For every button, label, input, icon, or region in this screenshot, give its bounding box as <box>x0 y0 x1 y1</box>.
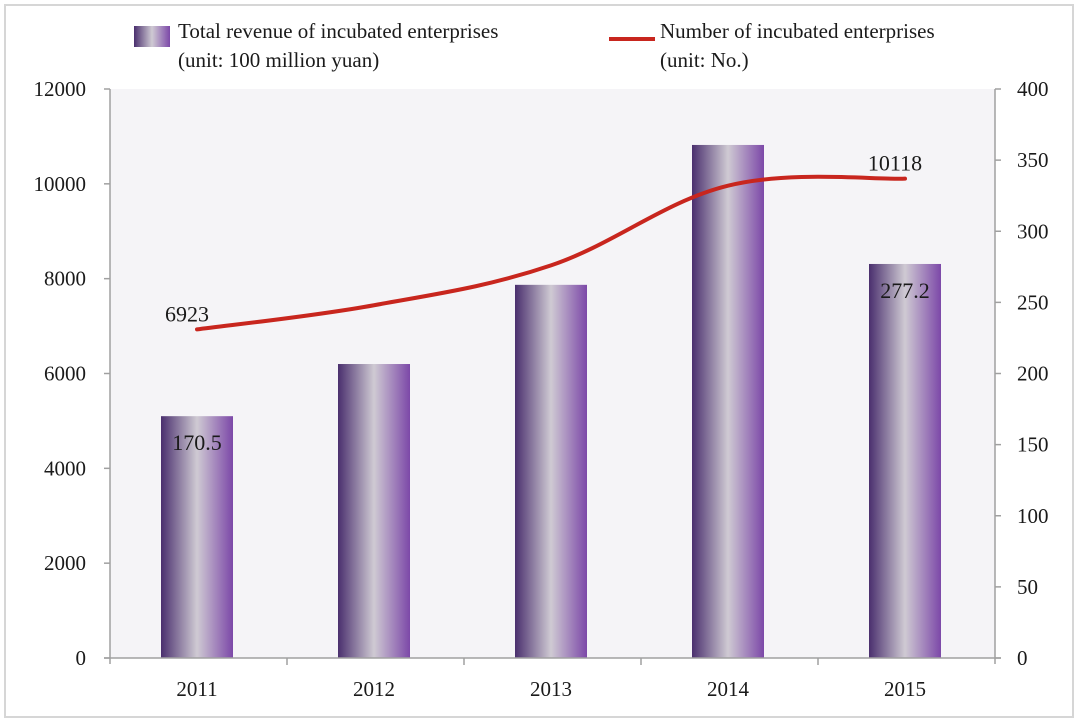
left-y-tick-label: 2000 <box>44 551 86 575</box>
legend-label-bar-line1: Total revenue of incubated enterprises <box>178 19 498 43</box>
right-y-tick-label: 200 <box>1017 362 1049 386</box>
legend-label-line-line1: Number of incubated enterprises <box>660 19 935 43</box>
left-y-tick-label: 6000 <box>44 362 86 386</box>
bar-data-label: 277.2 <box>880 278 930 303</box>
right-y-tick-label: 50 <box>1017 575 1038 599</box>
bar-data-label: 170.5 <box>172 430 222 455</box>
right-y-tick-label: 100 <box>1017 504 1049 528</box>
bar-2011 <box>161 416 233 658</box>
right-y-tick-label: 0 <box>1017 646 1028 670</box>
bar-2013 <box>515 284 587 658</box>
chart-frame: 0 2000 4000 6000 8000 10000 12000 0 50 100 150 200 2… <box>4 4 1074 718</box>
legend: Total revenue of incubated enterprises (… <box>134 19 935 72</box>
right-y-tick-label: 400 <box>1017 77 1049 101</box>
right-y-tick-label: 350 <box>1017 148 1049 172</box>
left-y-tick-label: 10000 <box>34 172 87 196</box>
x-tick-label: 2012 <box>353 677 395 701</box>
bar-2012 <box>338 364 410 658</box>
line-data-label: 6923 <box>165 301 209 326</box>
legend-label-bar-line2: (unit: 100 million yuan) <box>178 48 379 72</box>
line-data-label: 10118 <box>868 151 922 176</box>
left-y-tick-label: 0 <box>76 646 87 670</box>
right-y-tick-label: 250 <box>1017 290 1049 314</box>
bar-2014 <box>692 144 764 658</box>
legend-swatch-bar <box>134 26 170 47</box>
legend-label-line-line2: (unit: No.) <box>660 48 749 72</box>
x-tick-label: 2013 <box>530 677 572 701</box>
x-tick-label: 2015 <box>884 677 926 701</box>
left-y-tick-label: 4000 <box>44 456 86 480</box>
x-tick-label: 2011 <box>176 677 217 701</box>
left-y-tick-label: 8000 <box>44 267 86 291</box>
x-tick-label: 2014 <box>707 677 750 701</box>
line-series-number-of-enterprises <box>195 174 907 332</box>
right-y-tick-label: 300 <box>1017 219 1049 243</box>
right-y-tick-label: 150 <box>1017 433 1049 457</box>
bar-2015 <box>869 263 941 658</box>
left-y-tick-label: 12000 <box>34 77 87 101</box>
